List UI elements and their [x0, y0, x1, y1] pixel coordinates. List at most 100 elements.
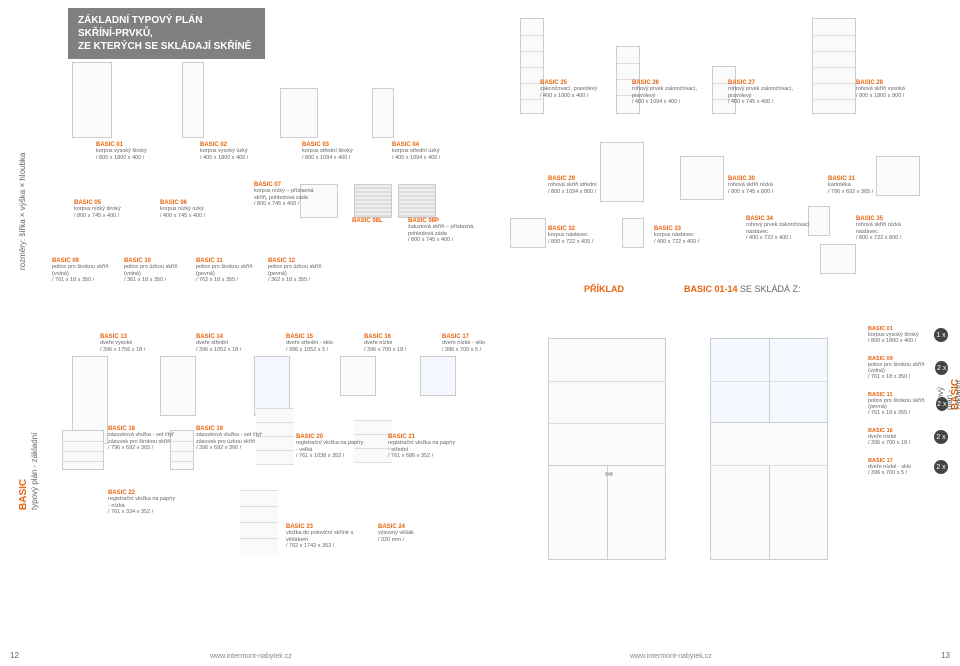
thumb-b35: [820, 244, 856, 274]
item-b14: BASIC 14dveře střední/ 396 x 1052 x 18 /: [196, 334, 264, 353]
thumb-b15: [254, 356, 290, 416]
thumb-b28: [812, 18, 856, 114]
item-dim: / 400 x 722 x 400 /: [654, 239, 722, 245]
item-b35: BASIC 35rohová skříň nízká nástavec/ 800…: [856, 216, 924, 241]
header-line1: ZÁKLADNÍ TYPOVÝ PLÁN: [78, 14, 251, 27]
thumb-b04: [372, 88, 394, 138]
item-dim: / 800 x 1800 x 800 /: [856, 93, 924, 99]
item-dim: / 400 x 1800 x 400 /: [200, 155, 268, 161]
example-row: BASIC 01korpus vysoký široký/ 800 x 1800…: [868, 326, 948, 344]
item-b29: BASIC 29rohová skříň střední/ 800 x 1094…: [548, 176, 616, 195]
count-badge: 2 x: [936, 397, 948, 411]
thumb-b08p: [398, 184, 436, 218]
item-desc: výsuvný věšák: [378, 530, 446, 537]
item-b11: BASIC 11police pro širokou skříň (pevná)…: [196, 258, 264, 283]
item-desc: korpus nízký široký: [74, 206, 142, 213]
item-desc: registrační vložka na papíry - střední: [388, 440, 456, 453]
item-dim: / 400 x 722 x 400 /: [746, 235, 814, 241]
item-b18: BASIC 18zásuvková vložka - set čtyř zásu…: [108, 426, 176, 451]
item-dim: / 800 x 745 x 400 /: [74, 213, 142, 219]
item-desc: registrační vložka na papíry - nízká: [108, 496, 176, 509]
item-dim: / 396 x 1052 x 5 /: [286, 347, 354, 353]
item-desc: zásuvková vložka - set čtyř zásuvek pro …: [108, 432, 176, 445]
example-desc: police pro širokou skříň (pevná): [868, 398, 925, 410]
item-b13: BASIC 13dveře vysoké/ 396 x 1756 x 18 /: [100, 334, 168, 353]
item-dim: / 800 x 1094 x 800 /: [548, 189, 616, 195]
item-dim: / 362 x 18 x 355 /: [268, 277, 336, 283]
thumb-b30: [680, 156, 724, 200]
item-b17: BASIC 17dveře nízké - sklo/ 396 x 700 x …: [442, 334, 510, 353]
item-b02: BASIC 02korpus vysoký úzký/ 400 x 1800 x…: [200, 142, 268, 161]
item-dim: / 800 x 1094 x 400 /: [302, 155, 370, 161]
item-desc: rohová skříň vysoká: [856, 86, 924, 93]
item-b12: BASIC 12police pro úzkou skříň (pevná)/ …: [268, 258, 336, 283]
item-b16: BASIC 16dveře nízké/ 396 x 700 x 18 /: [364, 334, 432, 353]
example-row: BASIC 09police pro širokou skříň (volná)…: [868, 356, 948, 380]
item-desc: dveře nízké: [364, 340, 432, 347]
item-dim: / 800 x 722 x 800 /: [856, 235, 924, 241]
item-desc: rohový prvek zakončovací, pravolevý: [632, 86, 700, 99]
item-b08p: BASIC 08Pžaluziová skříň – přístavná, po…: [408, 218, 476, 243]
item-dim: / 800 x 745 x 400 /: [254, 201, 322, 207]
thumb-b08l: [354, 184, 392, 218]
example-row: BASIC 16dveře nízké/ 396 x 700 x 18 /2 x: [868, 428, 948, 446]
footer-url-left: www.intermont-nabytek.cz: [210, 653, 292, 660]
item-b21: BASIC 21registrační vložka na papíry - s…: [388, 434, 456, 459]
header-line3: ZE KTERÝCH SE SKLÁDAJÍ SKŘÍNĚ: [78, 40, 251, 53]
typovy-label-left: typový plán - základní: [30, 433, 39, 510]
example-cabinet-1: [548, 338, 666, 560]
priklad-label: PŘÍKLAD: [584, 284, 624, 294]
item-desc: rohová skříň nízká: [728, 182, 796, 189]
example-dim: / 396 x 700 x 18 /: [868, 440, 910, 446]
item-desc: zásuvková vložka - set čtyř zásuvek pro …: [196, 432, 264, 445]
example-dim: / 396 x 700 x 5 /: [868, 470, 907, 476]
item-b03: BASIC 03korpus střední široký/ 800 x 109…: [302, 142, 370, 161]
item-desc: police pro úzkou skříň (pevná): [268, 264, 336, 277]
item-b34: BASIC 34rohový prvek zakončovací nástave…: [746, 216, 814, 241]
item-dim: / 796 x 692 x 365 /: [108, 445, 176, 451]
example-cabinet-2: [710, 338, 828, 560]
item-b01: BASIC 01korpus vysoký široký/ 800 x 1800…: [96, 142, 164, 161]
item-dim: / 400 x 1094 x 400 /: [632, 99, 700, 105]
dimensions-label: rozměry: šířka × výška × hloubka: [18, 153, 27, 270]
item-desc: korpus nízký – přístavná skříň, pohledov…: [254, 188, 322, 201]
item-b22: BASIC 22registrační vložka na papíry - n…: [108, 490, 176, 515]
item-dim: / 396 x 700 x 5 /: [442, 347, 510, 353]
item-b20: BASIC 20registrační vložka na papíry - v…: [296, 434, 364, 459]
item-b10: BASIC 10police pro úzkou skříň (volná)/ …: [124, 258, 192, 283]
item-desc: police pro úzkou skříň (volná): [124, 264, 192, 277]
item-dim: / 761 x 686 x 352 /: [388, 453, 456, 459]
thumb-b18: [62, 430, 104, 470]
example-desc: police pro širokou skříň (volná): [868, 362, 925, 374]
item-b19: BASIC 19zásuvková vložka - set čtyř zásu…: [196, 426, 264, 451]
item-b30: BASIC 30rohová skříň nízká/ 800 x 745 x …: [728, 176, 796, 195]
sklada-code: BASIC 01-14: [684, 284, 738, 294]
item-dim: / 800 x 745 x 800 /: [728, 189, 796, 195]
count-badge: 2 x: [935, 361, 948, 375]
item-desc: korpus nízký úzký: [160, 206, 228, 213]
page-num-right: 13: [941, 651, 950, 660]
item-dim: / 400 x 745 x 400 /: [160, 213, 228, 219]
item-b28: BASIC 28rohová skříň vysoká/ 800 x 1800 …: [856, 80, 924, 99]
item-dim: / 761 x 18 x 350 /: [52, 277, 120, 283]
item-b09: BASIC 09police pro širokou skříň (volná)…: [52, 258, 120, 283]
thumb-b14: [160, 356, 196, 416]
example-dim: / 800 x 1800 x 400 /: [868, 338, 916, 344]
thumb-b03: [280, 88, 318, 138]
example-row: BASIC 11police pro širokou skříň (pevná)…: [868, 392, 948, 416]
example-list: BASIC 01korpus vysoký široký/ 800 x 1800…: [868, 326, 948, 488]
example-dim: / 761 x 18 x 355 /: [868, 410, 910, 416]
thumb-b02: [182, 62, 204, 138]
item-b23: BASIC 23vložka do poloviční skříně s věš…: [286, 524, 354, 549]
item-desc: korpus vysoký úzký: [200, 148, 268, 155]
item-dim: / 762 x 1742 x 352 /: [286, 543, 354, 549]
footer-url-right: www.intermont-nabytek.cz: [630, 653, 712, 660]
item-desc: rohová skříň nízká nástavec: [856, 222, 924, 235]
example-row: BASIC 17dveře nízké - sklo/ 396 x 700 x …: [868, 458, 948, 476]
item-b04: BASIC 04korpus střední úzký/ 400 x 1094 …: [392, 142, 460, 161]
item-desc: police pro širokou skříň (volná): [52, 264, 120, 277]
item-desc: žaluziová skříň – přístavná, pohledová z…: [408, 224, 476, 237]
item-desc: police pro širokou skříň (pevná): [196, 264, 264, 277]
item-dim: / 396 x 1052 x 18 /: [196, 347, 264, 353]
item-b06: BASIC 06korpus nízký úzký/ 400 x 745 x 4…: [160, 200, 228, 219]
